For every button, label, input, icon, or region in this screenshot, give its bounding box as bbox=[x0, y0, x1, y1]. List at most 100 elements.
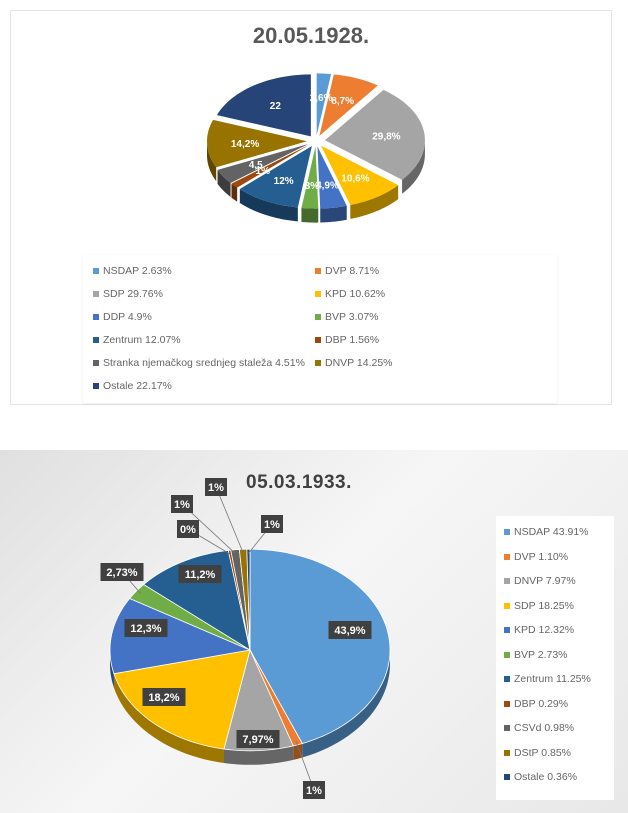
pie1-slice-dvp bbox=[319, 74, 378, 136]
pie-chart-1928: 2,6%8,7% 29,8% 10,6%4,9%3% 12%1%4,5 14,2% 22 bbox=[207, 73, 425, 223]
pie2-slice-kpd bbox=[109, 597, 252, 675]
legend-1928-item-stranka: Stranka njemačkog srednjeg staleža 4.51% bbox=[93, 357, 305, 369]
legend-1933-item-zentrum: Zentrum 11.25% bbox=[504, 673, 591, 685]
legend-label: DNVP 14.25% bbox=[325, 357, 393, 369]
legend-swatch bbox=[315, 360, 321, 367]
legend-label: Zentrum 11.25% bbox=[514, 673, 591, 685]
legend-1933-item-dvp: DVP 1.10% bbox=[504, 551, 568, 563]
legend-1933-item-nsdap: NSDAP 43.91% bbox=[504, 526, 589, 538]
legend-label: DStP 0.85% bbox=[514, 746, 572, 759]
legend-label: SDP 18.25% bbox=[514, 599, 574, 612]
legend-swatch bbox=[504, 774, 510, 781]
legend-label: CSVd 0.98% bbox=[514, 722, 575, 734]
pie1-side-sdp bbox=[402, 140, 425, 194]
pie2-slice-nsdap bbox=[249, 548, 391, 744]
legend-swatch bbox=[504, 529, 510, 536]
legend-swatch bbox=[504, 602, 510, 609]
legend-label: BVP 3.07% bbox=[325, 311, 379, 323]
pie2-side-dvp bbox=[293, 743, 303, 760]
legend-swatch bbox=[504, 725, 510, 732]
legend-1928-item-dnvp: DNVP 14.25% bbox=[315, 357, 393, 369]
legend-label: Zentrum 12.07% bbox=[103, 334, 181, 346]
pie2-label-dnvp: 7,97% bbox=[242, 734, 273, 746]
pie2-label-box bbox=[261, 515, 283, 533]
legend-1928-item-bvp: BVP 3.07% bbox=[315, 311, 379, 323]
chart-panel-1933: 43,9% 1% 7,97% 18,2% 12,3% 2,73% 11,2% 0% 1% 1% 1%… bbox=[0, 450, 628, 813]
legend-swatch bbox=[504, 578, 510, 585]
pie2-label-csvd: 1% bbox=[174, 499, 190, 511]
pie1-slice-sdp bbox=[324, 89, 425, 180]
legend-1933-item-sdp: SDP 18.25% bbox=[504, 600, 574, 612]
legend-label: NSDAP 2.63% bbox=[103, 265, 172, 277]
legend-label: DDP 4.9% bbox=[103, 311, 152, 323]
legend-label: DBP 0.29% bbox=[514, 697, 569, 710]
chart-title-1928: 20.05.1928. bbox=[252, 23, 370, 48]
legend-1928: NSDAP 2.63% DVP 8.71% SDP 29.76% KPD 10.62%… bbox=[83, 255, 557, 403]
legend-label: DNVP 7.97% bbox=[514, 575, 576, 587]
legend-1928-item-ostale: Ostale 22.17% bbox=[93, 380, 172, 392]
legend-swatch bbox=[504, 627, 510, 634]
pie2-label-dstp: 1% bbox=[208, 482, 224, 494]
pie2-side-kpd bbox=[110, 650, 114, 688]
pie2-side-nsdap bbox=[302, 650, 390, 758]
legend-swatch bbox=[504, 676, 510, 683]
pie1-side-dbp bbox=[231, 183, 238, 202]
legend-1928-item-dvp: DVP 8.71% bbox=[315, 265, 379, 277]
legend-swatch bbox=[93, 291, 99, 298]
legend-label: DBP 1.56% bbox=[325, 334, 380, 346]
pie1-label-sdp: 29,8% bbox=[372, 131, 400, 142]
pie2-side-sdp bbox=[113, 673, 224, 764]
pie-chart-1933: 43,9% 1% 7,97% 18,2% 12,3% 2,73% 11,2% 0% 1% 1% 1% bbox=[100, 478, 391, 799]
pie2-label-box bbox=[171, 495, 193, 513]
legend-1933-item-csvd: CSVd 0.98% bbox=[504, 722, 574, 734]
pie1-slice-dnvp bbox=[207, 119, 308, 168]
pie2-slice-ostale bbox=[246, 548, 251, 651]
legend-1928-item-kpd: KPD 10.62% bbox=[315, 288, 385, 300]
legend-swatch bbox=[315, 268, 321, 275]
pie1-label-dvp: 8,7% bbox=[331, 96, 354, 107]
legend-1933-item-dstp: DStP 0.85% bbox=[504, 747, 571, 759]
legend-label: SDP 29.76% bbox=[103, 288, 163, 300]
legend-swatch bbox=[504, 553, 510, 560]
pie1-label-bvp: 3% bbox=[305, 181, 320, 192]
legend-swatch bbox=[93, 268, 99, 275]
legend-swatch bbox=[504, 651, 510, 658]
legend-swatch bbox=[315, 291, 321, 298]
pie2-label-box bbox=[178, 565, 222, 583]
legend-1933-item-bvp: BVP 2.73% bbox=[504, 649, 568, 661]
pie2-label-bvp: 2,73% bbox=[106, 567, 137, 579]
pie1-side-kpd bbox=[350, 185, 399, 219]
legend-1928-item-dbp: DBP 1.56% bbox=[315, 334, 379, 346]
pie1-label-ostale: 22 bbox=[270, 101, 282, 112]
pie2-label-box bbox=[100, 563, 144, 581]
legend-label: Ostale 22.17% bbox=[103, 380, 172, 392]
legend-1933-item-ostale: Ostale 0.36% bbox=[504, 771, 577, 783]
pie1-side-stranka bbox=[217, 169, 231, 197]
pie1-slice-dbp bbox=[231, 144, 310, 188]
pie1-label-dbp: 1% bbox=[256, 166, 271, 177]
chart-title-1933: 05.03.1933. bbox=[246, 472, 352, 493]
pie2-label-box bbox=[177, 520, 199, 538]
pie1-side-bvp bbox=[301, 207, 319, 223]
legend-label: KPD 10.62% bbox=[325, 288, 386, 300]
pie1-side-zentrum bbox=[239, 188, 298, 222]
pie1-label-stranka: 4,5 bbox=[249, 160, 263, 171]
legend-label: Ostale 0.36% bbox=[514, 771, 578, 783]
pie2-label-ostale: 1% bbox=[264, 519, 280, 531]
pie2-label-box bbox=[328, 621, 372, 639]
legend-label: NSDAP 43.91% bbox=[514, 526, 589, 538]
pie1-label-nsdap: 2,6% bbox=[310, 93, 333, 104]
pie1-side-ddp bbox=[320, 205, 347, 223]
pie2-label-box bbox=[236, 730, 280, 748]
leader-line bbox=[215, 486, 244, 554]
legend-swatch bbox=[93, 360, 99, 367]
legend-1928-item-nsdap: NSDAP 2.63% bbox=[93, 265, 172, 277]
legend-swatch bbox=[504, 700, 510, 707]
chart-panel-1928: 20.05.1928. 2,6% 8,7% 29,8% 10,6% 4,9% 3% 12% 1… bbox=[10, 10, 612, 405]
legend-1933-item-dnvp: DNVP 7.97% bbox=[504, 575, 576, 587]
pie1-label-kpd: 10,6% bbox=[341, 174, 369, 185]
legend-label: Stranka njemačkog srednjeg staleža 4.51% bbox=[103, 357, 305, 369]
pie2-label-box bbox=[205, 478, 227, 496]
pie1-slice-zentrum bbox=[239, 145, 312, 208]
legend-swatch bbox=[315, 314, 321, 321]
